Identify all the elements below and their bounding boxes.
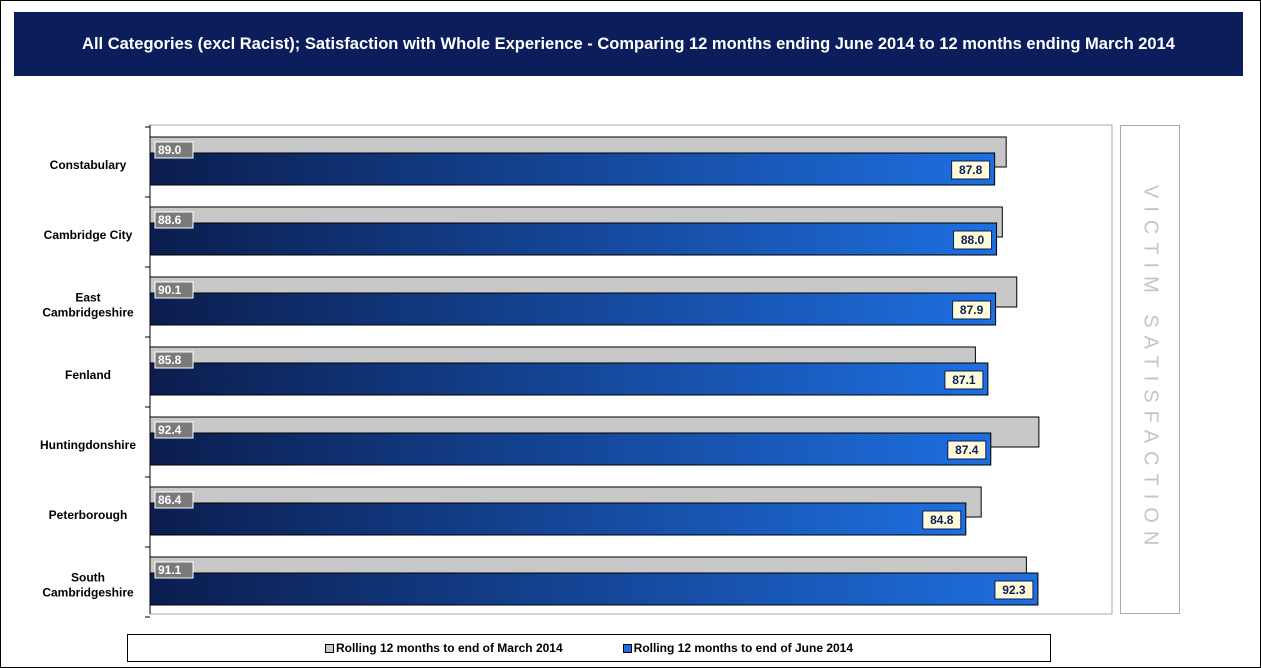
- side-label: VICTIM SATISFACTION: [1139, 185, 1162, 554]
- data-label-box-march: [154, 141, 194, 159]
- bar-june: [149, 502, 967, 536]
- data-label-box-june: [947, 440, 987, 460]
- legend-swatch-march: [324, 643, 334, 653]
- data-label-box-june: [951, 160, 991, 180]
- data-label-june: 87.8: [959, 163, 983, 177]
- legend-swatch-june: [622, 643, 632, 653]
- category-label: Cambridge City: [44, 228, 133, 242]
- data-label-box-march: [154, 561, 194, 579]
- data-label-june: 88.0: [961, 233, 985, 247]
- data-label-march: 88.6: [158, 213, 182, 227]
- chart-title-text: All Categories (excl Racist); Satisfacti…: [82, 34, 1175, 53]
- data-label-march: 89.0: [158, 143, 182, 157]
- data-label-march: 91.1: [158, 563, 182, 577]
- data-label-box-march: [154, 351, 194, 369]
- bar-june: [149, 572, 1039, 606]
- data-label-box-june: [952, 300, 992, 320]
- bar-june: [149, 152, 996, 186]
- data-label-june: 87.9: [960, 303, 984, 317]
- data-label-box-june: [922, 510, 962, 530]
- data-label-box-june: [994, 580, 1034, 600]
- chart-title: All Categories (excl Racist); Satisfacti…: [14, 12, 1243, 76]
- category-label: Huntingdonshire: [40, 438, 136, 452]
- data-label-box-march: [154, 281, 194, 299]
- category-label: East Cambridgeshire: [42, 291, 134, 320]
- data-label-march: 86.4: [158, 493, 182, 507]
- data-label-box-june: [944, 370, 984, 390]
- bar-june: [149, 292, 997, 326]
- legend-item-march: Rolling 12 months to end of March 2014: [324, 641, 563, 655]
- data-label-march: 90.1: [158, 283, 182, 297]
- data-label-june: 87.1: [952, 373, 976, 387]
- data-label-june: 87.4: [955, 443, 979, 457]
- side-label-box: VICTIM SATISFACTION: [1120, 125, 1180, 614]
- data-label-box-march: [154, 211, 194, 229]
- bars-group: 89.0 87.8 88.6 88.0 90.1 87.9 85.8 87.1 92.4 87.4…: [149, 136, 1040, 606]
- category-label: Peterborough: [49, 508, 128, 522]
- legend-label-march: Rolling 12 months to end of March 2014: [335, 641, 563, 655]
- data-label-box-june: [953, 230, 993, 250]
- data-label-june: 84.8: [930, 513, 954, 527]
- data-label-box-march: [154, 491, 194, 509]
- category-label: Constabulary: [50, 158, 127, 172]
- bar-june: [149, 222, 998, 256]
- legend-label-june: Rolling 12 months to end of June 2014: [633, 641, 854, 655]
- category-axis: Constabulary Cambridge City East Cambridges…: [40, 125, 151, 618]
- bar-june: [149, 432, 992, 466]
- data-label-march: 85.8: [158, 353, 182, 367]
- legend: Rolling 12 months to end of March 2014 R…: [127, 634, 1051, 662]
- data-label-box-march: [154, 421, 194, 439]
- legend-item-june: Rolling 12 months to end of June 2014: [622, 641, 854, 655]
- data-label-march: 92.4: [158, 423, 182, 437]
- data-label-june: 92.3: [1002, 583, 1026, 597]
- bar-june: [149, 362, 989, 396]
- category-label: South Cambridgeshire: [42, 571, 134, 600]
- category-label: Fenland: [65, 368, 111, 382]
